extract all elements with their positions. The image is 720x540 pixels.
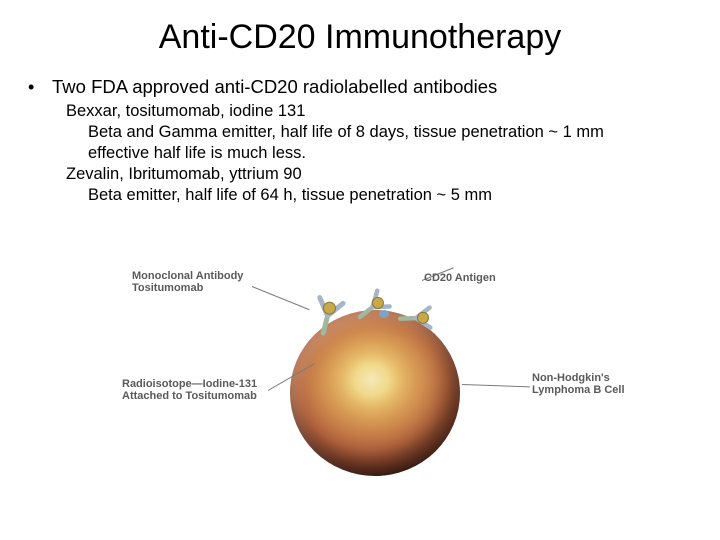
bullet-main-row: • Two FDA approved anti-CD20 radiolabell… — [28, 75, 696, 99]
drug1-detail-1: Beta and Gamma emitter, half life of 8 d… — [88, 122, 696, 143]
label-antigen-text: CD20 Antigen — [424, 272, 496, 284]
label-radio-l1: Radioisotope—Iodine-131 — [122, 378, 257, 390]
leader-antibody — [252, 286, 310, 310]
label-radio-l2: Attached to Tositumomab — [122, 390, 257, 402]
label-antibody: Monoclonal Antibody Tositumomab — [132, 270, 243, 294]
antigen-bump-1 — [378, 308, 390, 320]
label-antibody-l2: Tositumomab — [132, 282, 243, 294]
label-cell: Non-Hodgkin's Lymphoma B Cell — [532, 372, 625, 396]
slide-container: Anti-CD20 Immunotherapy • Two FDA approv… — [0, 0, 720, 540]
drug2-name: Zevalin, Ibritumomab, yttrium 90 — [66, 164, 696, 185]
bullet-marker: • — [28, 75, 40, 99]
slide-title: Anti-CD20 Immunotherapy — [24, 18, 696, 57]
label-cell-l1: Non-Hodgkin's — [532, 372, 625, 384]
label-radio: Radioisotope—Iodine-131 Attached to Tosi… — [122, 378, 257, 402]
drug1-name: Bexxar, tositumomab, iodine 131 — [66, 101, 696, 122]
label-cell-l2: Lymphoma B Cell — [532, 384, 625, 396]
drug1-detail-2: effective half life is much less. — [88, 143, 696, 164]
sub-content: Bexxar, tositumomab, iodine 131 Beta and… — [66, 101, 696, 206]
bullet-main-text: Two FDA approved anti-CD20 radiolabelled… — [52, 75, 497, 99]
leader-cell — [462, 384, 530, 387]
label-antibody-l1: Monoclonal Antibody — [132, 270, 243, 282]
drug2-detail-1: Beta emitter, half life of 64 h, tissue … — [88, 185, 696, 206]
cell-diagram: Monoclonal Antibody Tositumomab CD20 Ant… — [122, 268, 600, 500]
label-antigen: CD20 Antigen — [424, 272, 496, 284]
antibody-3 — [397, 297, 438, 338]
